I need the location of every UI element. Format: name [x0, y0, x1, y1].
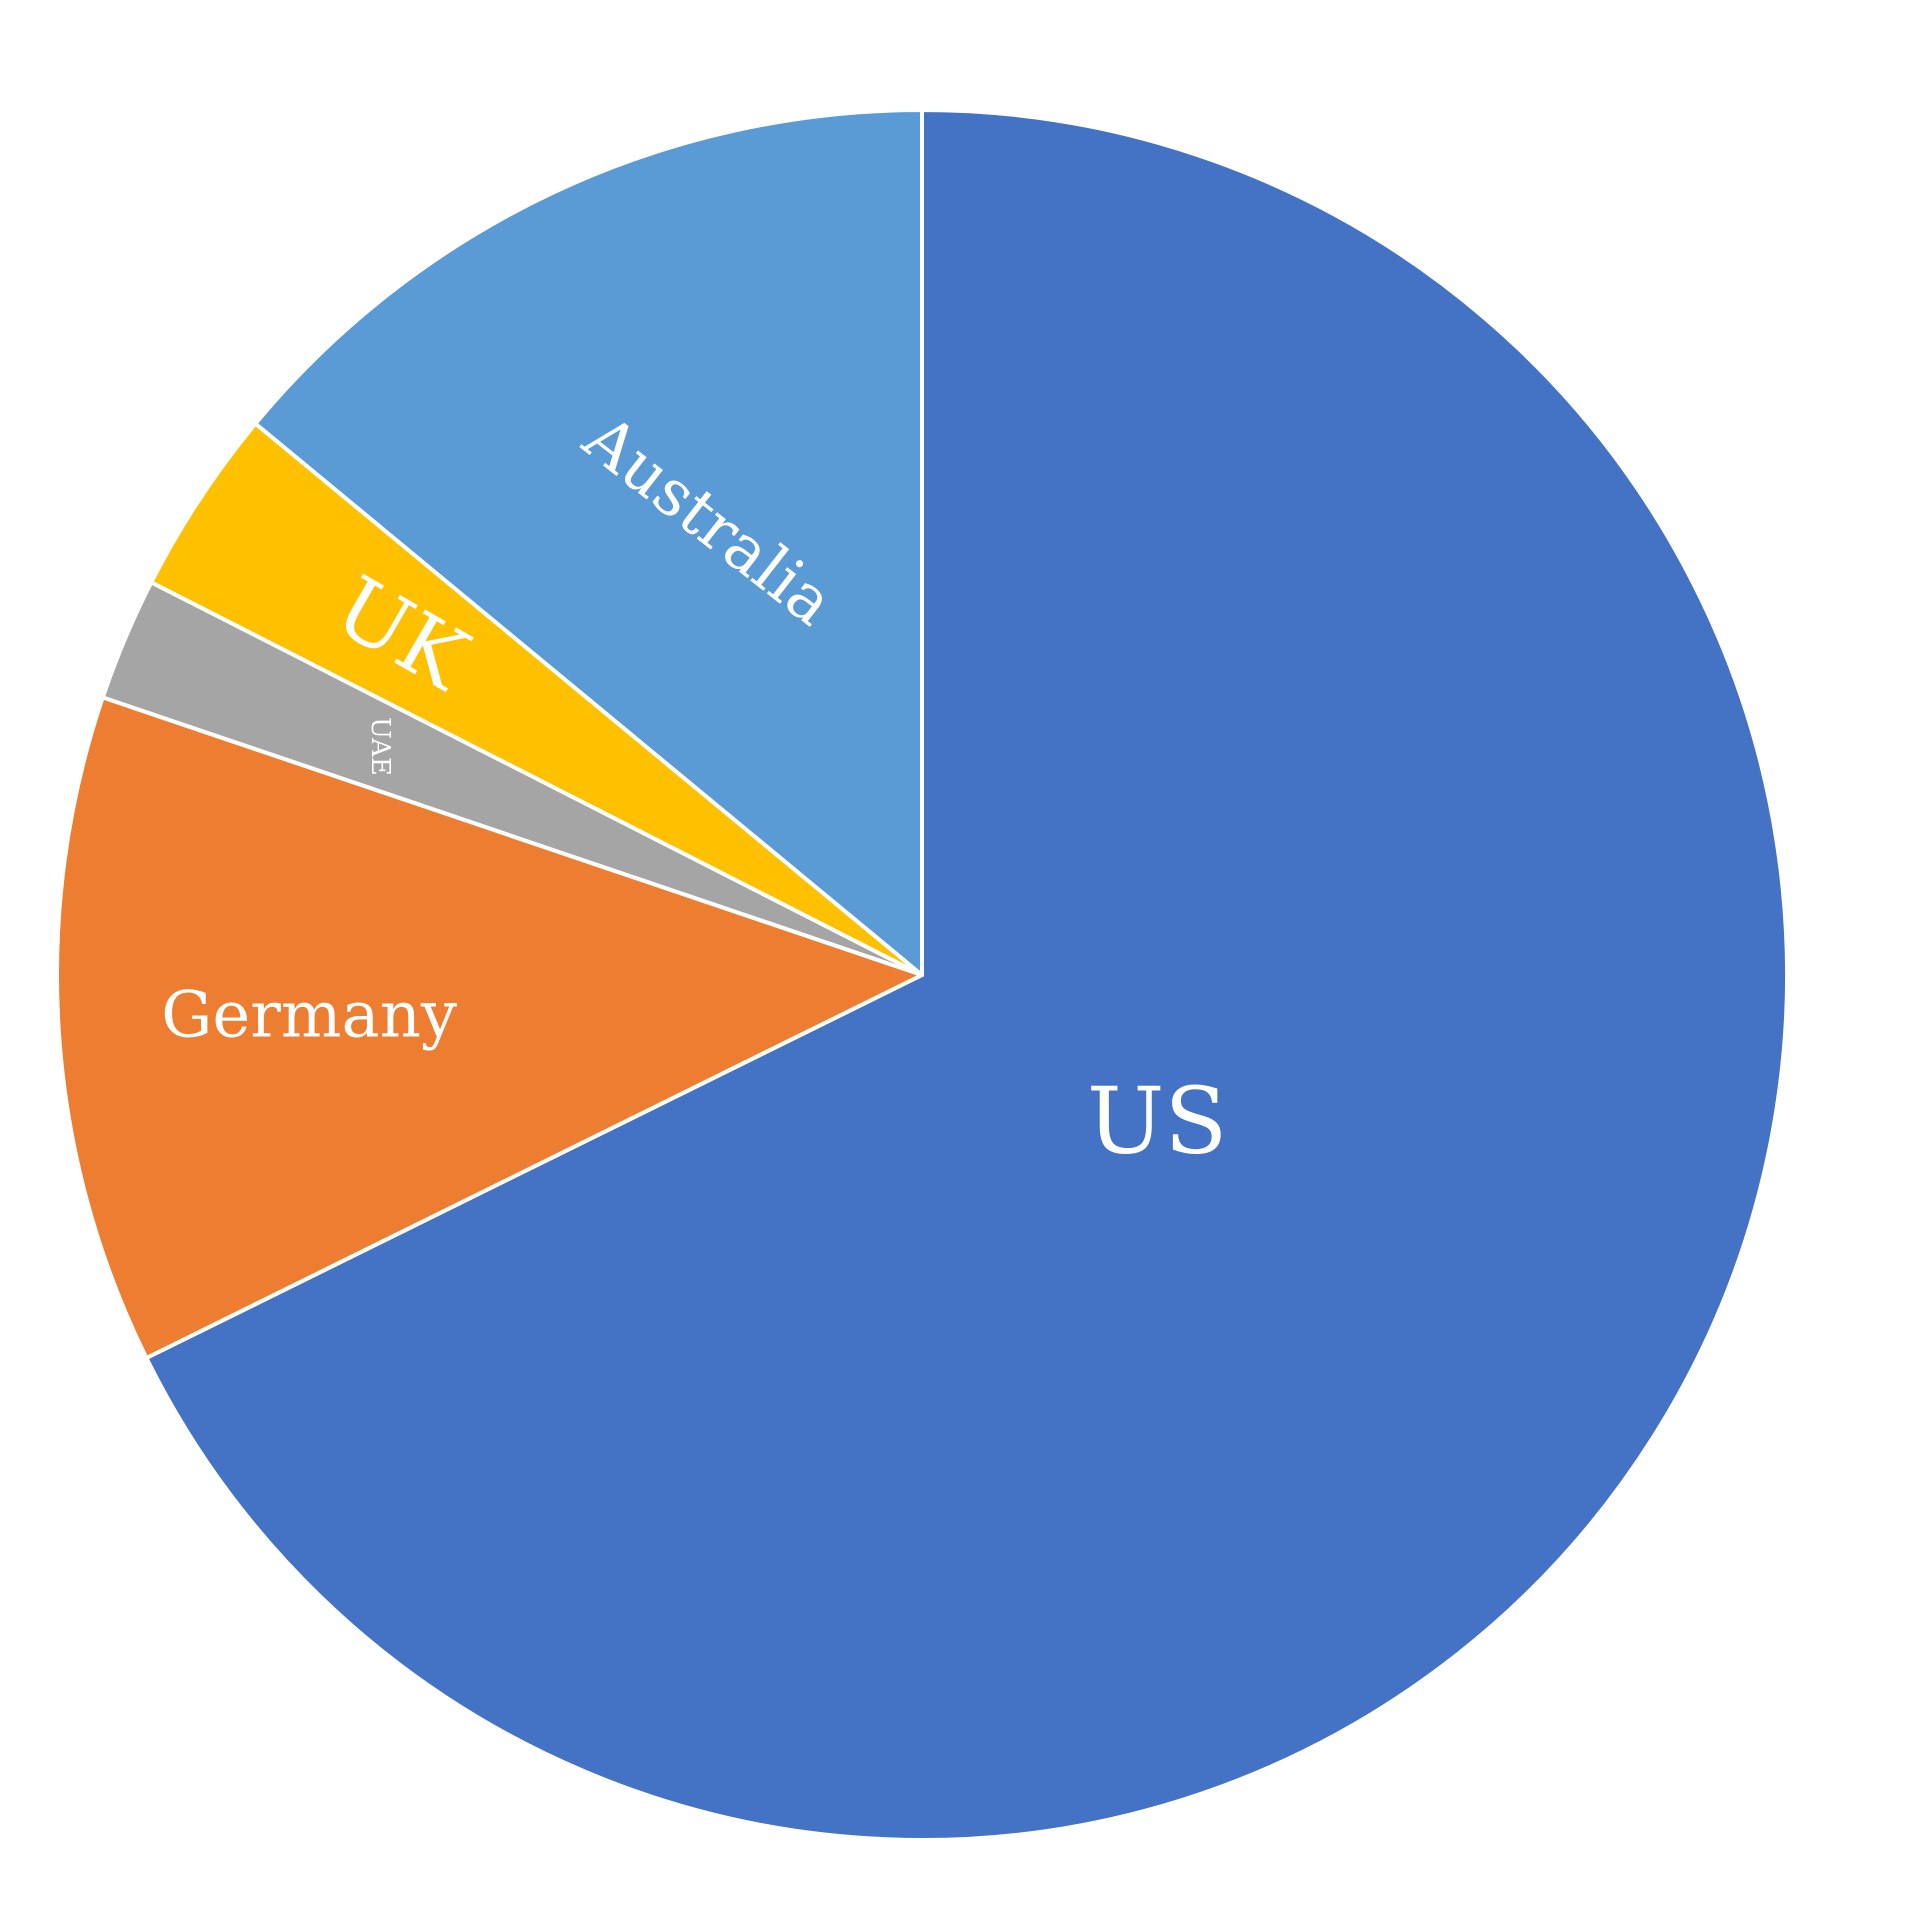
pie-slice-germany: [55, 695, 924, 1360]
pie-label-us: US: [1087, 1068, 1228, 1175]
slices-layer: [55, 108, 1789, 1842]
pie-slice-australia: [253, 108, 924, 977]
pie-label-germany: Germany: [161, 978, 457, 1052]
pie-slice-us: [144, 108, 1789, 1842]
pie-label-uae: UAE: [365, 717, 395, 776]
